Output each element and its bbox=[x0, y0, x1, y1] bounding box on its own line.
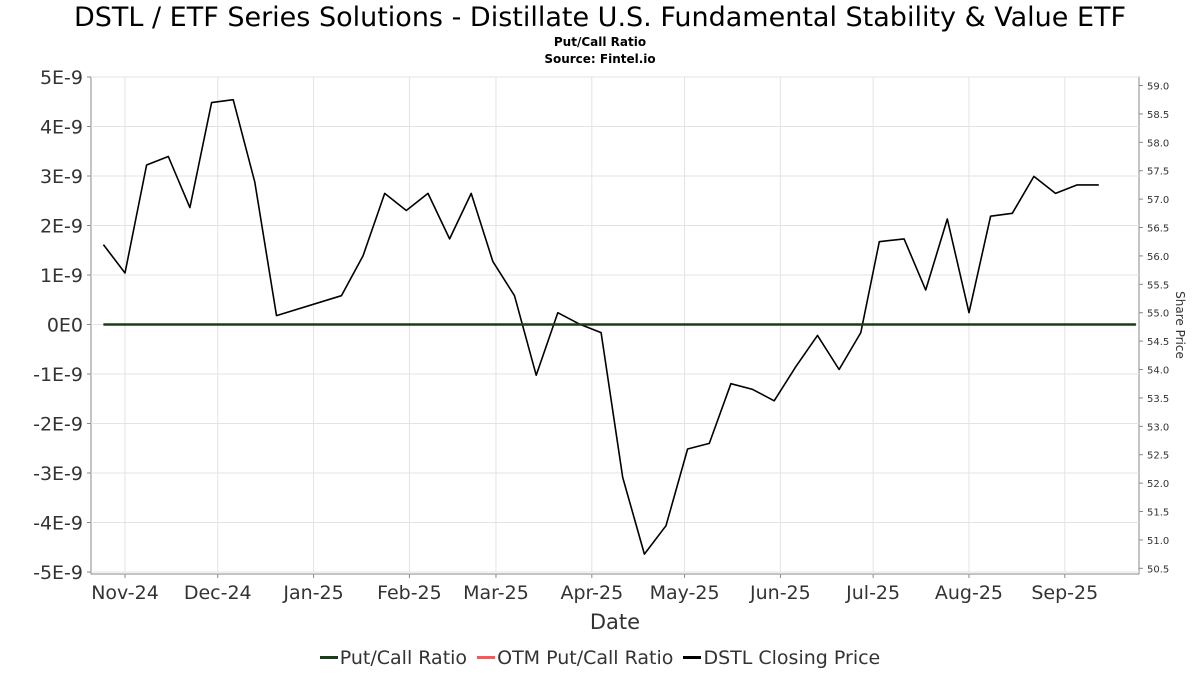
right-tick-label: 56.5 bbox=[1147, 224, 1169, 235]
x-tick-label: Aug-25 bbox=[935, 582, 1003, 604]
left-tick-label: 2E-9 bbox=[40, 216, 83, 238]
x-tick-label: Dec-24 bbox=[184, 582, 252, 604]
right-tick-label: 54.5 bbox=[1147, 337, 1169, 348]
right-axis: 59.0 58.5 58.0 57.5 57.0 56.5 56.0 55.5 55.0 54.5… bbox=[1139, 82, 1169, 575]
right-tick-label: 53.0 bbox=[1147, 422, 1169, 433]
legend-item-closing-price: DSTL Closing Price bbox=[683, 647, 880, 669]
x-tick-label: May-25 bbox=[650, 582, 720, 604]
left-tick-label: 4E-9 bbox=[40, 117, 83, 139]
legend-item-put-call: Put/Call Ratio bbox=[319, 647, 468, 669]
x-axis: Nov-24 Dec-24 Jan-25 Feb-25 Mar-25 Apr-25 May-… bbox=[91, 574, 1098, 604]
left-tick-label: 1E-9 bbox=[40, 265, 83, 287]
x-tick-label: Mar-25 bbox=[463, 582, 529, 604]
right-tick-label: 51.5 bbox=[1147, 508, 1169, 519]
x-axis-label: Date bbox=[590, 610, 640, 634]
legend-swatch-otm-put-call bbox=[477, 656, 496, 659]
x-tick-label: Jun-25 bbox=[749, 582, 811, 604]
x-tick-label: Jul-25 bbox=[845, 582, 900, 604]
right-tick-label: 58.5 bbox=[1147, 110, 1169, 121]
right-tick-label: 59.0 bbox=[1147, 82, 1169, 93]
left-tick-label: -4E-9 bbox=[33, 513, 83, 535]
grid bbox=[91, 76, 1139, 574]
chart-subtitle: Put/Call Ratio bbox=[553, 35, 647, 49]
series-line-dstl-closing-price bbox=[102, 98, 1099, 555]
left-axis: 5E-9 4E-9 3E-9 2E-9 1E-9 0E0 -1E-9 -2E-9 -3E-9 -4… bbox=[33, 67, 91, 584]
legend-swatch-put-call bbox=[319, 656, 338, 659]
chart-source: Source: Fintel.io bbox=[544, 52, 656, 66]
right-tick-label: 55.5 bbox=[1147, 280, 1169, 291]
x-tick-label: Sep-25 bbox=[1031, 582, 1098, 604]
right-tick-label: 57.5 bbox=[1147, 167, 1169, 178]
left-tick-label: -5E-9 bbox=[33, 562, 83, 584]
right-tick-label: 58.0 bbox=[1147, 138, 1169, 149]
legend-item-otm-put-call: OTM Put/Call Ratio bbox=[477, 647, 673, 669]
chart-title: DSTL / ETF Series Solutions - Distillate… bbox=[73, 2, 1127, 33]
right-tick-label: 52.0 bbox=[1147, 479, 1169, 490]
legend-label-otm-put-call: OTM Put/Call Ratio bbox=[497, 647, 674, 669]
left-tick-label: -2E-9 bbox=[33, 414, 83, 436]
left-tick-label: -1E-9 bbox=[33, 364, 83, 386]
right-tick-label: 50.5 bbox=[1147, 564, 1169, 575]
left-tick-label: 0E0 bbox=[47, 315, 83, 337]
x-tick-label: Jan-25 bbox=[282, 582, 343, 604]
right-tick-label: 54.0 bbox=[1147, 366, 1169, 377]
right-tick-label: 57.0 bbox=[1147, 195, 1169, 206]
x-tick-label: Nov-24 bbox=[91, 582, 159, 604]
x-tick-label: Feb-25 bbox=[377, 582, 442, 604]
legend-label-put-call: Put/Call Ratio bbox=[339, 647, 468, 669]
x-tick-label: Apr-25 bbox=[560, 582, 623, 604]
chart-svg: 5E-9 4E-9 3E-9 2E-9 1E-9 0E0 -1E-9 -2E-9 -3E-9 -4… bbox=[33, 67, 1187, 634]
series-layer bbox=[102, 98, 1136, 555]
right-tick-label: 56.0 bbox=[1147, 252, 1169, 263]
right-tick-label: 53.5 bbox=[1147, 394, 1169, 405]
right-tick-label: 55.0 bbox=[1147, 309, 1169, 320]
left-tick-label: 5E-9 bbox=[40, 67, 83, 89]
legend: Put/Call Ratio OTM Put/Call Ratio DSTL C… bbox=[0, 647, 1200, 669]
left-tick-label: -3E-9 bbox=[33, 463, 83, 485]
right-axis-label: Share Price bbox=[1173, 291, 1187, 359]
right-tick-label: 51.0 bbox=[1147, 536, 1169, 547]
legend-label-closing-price: DSTL Closing Price bbox=[703, 647, 881, 669]
right-tick-label: 52.5 bbox=[1147, 451, 1169, 462]
left-tick-label: 3E-9 bbox=[40, 166, 83, 188]
legend-swatch-closing-price bbox=[683, 656, 702, 659]
